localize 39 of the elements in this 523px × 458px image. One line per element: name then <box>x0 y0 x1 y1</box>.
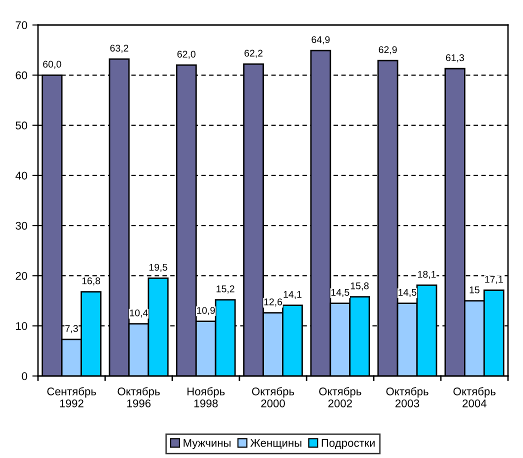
legend-label: Подростки <box>322 439 375 450</box>
x-tick-label: Октябрь 2004 <box>453 387 496 408</box>
data-label: 15,8 <box>350 282 369 290</box>
data-label: 14,1 <box>284 291 302 299</box>
data-label: 62,0 <box>177 50 196 59</box>
y-tick-label: 30 <box>16 222 28 230</box>
data-label: 19,5 <box>149 264 168 272</box>
data-label: 60,0 <box>43 60 62 69</box>
x-tick-label: Октябрь 2002 <box>319 387 362 408</box>
data-label: 7,3 <box>65 325 78 334</box>
x-tick-label: Сентябрь 1992 <box>47 387 96 408</box>
data-label: 62,9 <box>378 46 397 54</box>
data-label: 64,9 <box>312 36 330 44</box>
data-label: 61,3 <box>446 54 464 62</box>
y-tick-label: 60 <box>16 71 28 80</box>
data-label: 12,6 <box>264 298 282 306</box>
y-tick-label: 40 <box>15 172 28 180</box>
data-label: 18,1 <box>418 270 436 279</box>
x-tick-label: Октябрь 2003 <box>386 387 428 408</box>
data-label: 15,2 <box>216 285 234 294</box>
y-tick-label: 20 <box>16 272 28 280</box>
data-label: 10,4 <box>130 309 148 318</box>
x-tick-label: Октябрь 1996 <box>118 387 160 408</box>
y-tick-label: 10 <box>16 322 28 330</box>
data-label: 14,5 <box>331 289 350 297</box>
data-label: 16,8 <box>82 277 100 286</box>
data-label: 10,9 <box>197 306 215 316</box>
x-tick-label: Ноябрь 1998 <box>187 387 225 408</box>
x-tick-label: Октябрь 2000 <box>252 387 294 408</box>
data-label: 63,2 <box>110 44 128 53</box>
legend-label: Женщины <box>250 439 302 449</box>
y-tick-label: 70 <box>16 21 28 30</box>
data-label: 15 <box>470 286 480 294</box>
data-label: 62,2 <box>244 50 262 58</box>
y-tick-label: 0 <box>22 372 28 380</box>
data-label: 14,5 <box>398 289 416 297</box>
data-label: 17,1 <box>485 276 503 284</box>
legend-label: Мужчины <box>184 439 231 450</box>
y-tick-label: 50 <box>16 122 28 130</box>
